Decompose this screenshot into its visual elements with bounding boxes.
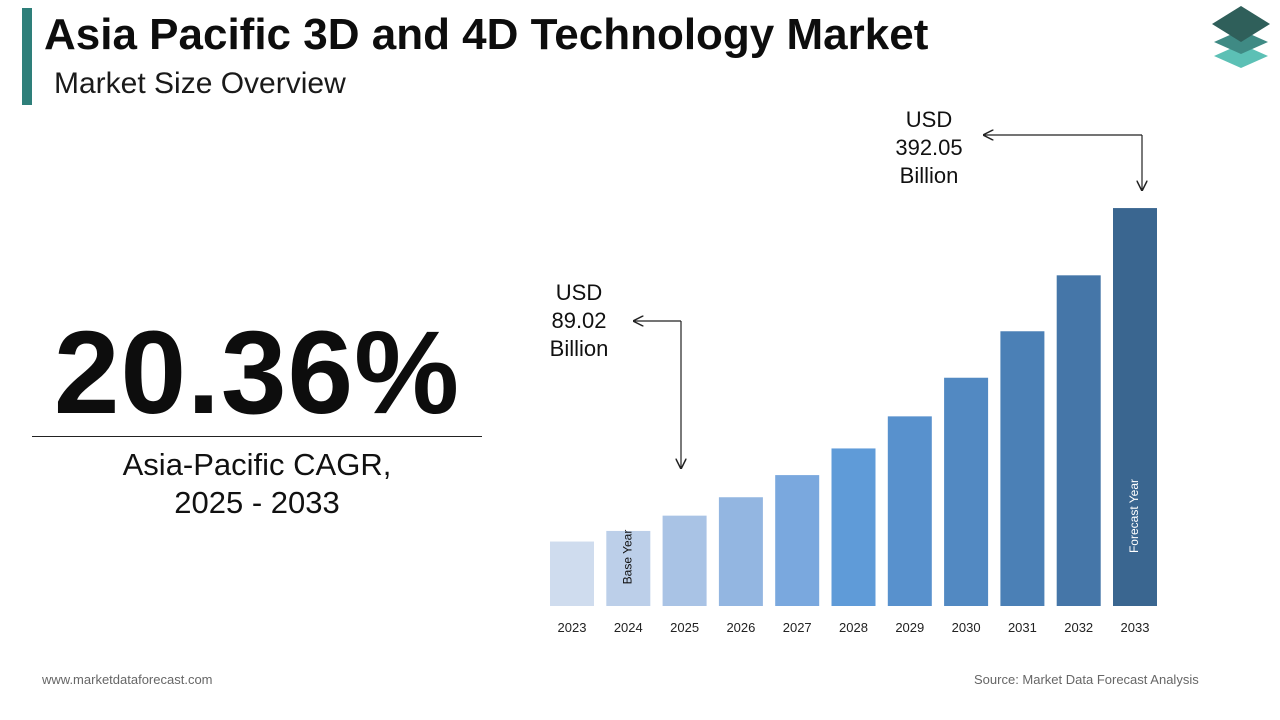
bar-note-2033: Forecast Year <box>1127 479 1141 553</box>
x-tick-2026: 2026 <box>726 620 755 635</box>
bar-2030 <box>944 377 989 606</box>
bar-note-2024: Base Year <box>620 530 634 585</box>
callout-2025: USD 89.02 Billion <box>550 280 609 361</box>
callouts: USD 89.02 Billion USD 392.05 Billion <box>550 107 1142 468</box>
x-tick-2024: 2024 <box>614 620 643 635</box>
callout-2025-line-3: Billion <box>550 336 609 361</box>
page-subtitle: Market Size Overview <box>54 67 346 100</box>
x-tick-2030: 2030 <box>952 620 981 635</box>
callout-2033: USD 392.05 Billion <box>895 107 962 188</box>
cagr-label-line2: 2025 - 2033 <box>174 485 340 520</box>
x-axis-ticks: 2023 2024 2025 2026 2027 2028 2029 2030 2031 2032… <box>558 620 1150 635</box>
footer-website: www.marketdataforecast.com <box>42 672 213 687</box>
x-tick-2027: 2027 <box>783 620 812 635</box>
x-tick-2033: 2033 <box>1121 620 1150 635</box>
bar-2028 <box>831 448 876 606</box>
footer-source: Source: Market Data Forecast Analysis <box>974 672 1199 687</box>
bar-2025 <box>662 515 707 606</box>
cagr-value: 20.36% <box>53 307 461 439</box>
bars-layer <box>550 208 1157 606</box>
cagr-divider <box>32 436 482 437</box>
x-tick-2032: 2032 <box>1064 620 1093 635</box>
stacked-layers-logo-icon <box>1212 6 1270 68</box>
x-tick-2023: 2023 <box>558 620 587 635</box>
callout-2033-line-1: USD <box>906 107 952 132</box>
x-tick-2025: 2025 <box>670 620 699 635</box>
x-tick-2031: 2031 <box>1008 620 1037 635</box>
bar-2026 <box>718 497 763 606</box>
x-tick-2028: 2028 <box>839 620 868 635</box>
logo-layer-top <box>1212 6 1270 42</box>
bar-2031 <box>1000 331 1045 606</box>
callout-2033-line-3: Billion <box>900 163 959 188</box>
bar-2032 <box>1056 275 1101 606</box>
callout-2025-line-2: 89.02 <box>551 308 606 333</box>
callout-2025-line-1: USD <box>556 280 602 305</box>
cagr-label-line1: Asia-Pacific CAGR, <box>122 447 392 482</box>
bar-2033 <box>1113 208 1157 606</box>
bar-2029 <box>887 416 932 606</box>
page-title: Asia Pacific 3D and 4D Technology Market <box>44 10 929 59</box>
title-accent-bar <box>22 8 32 105</box>
logo-layer-bottom <box>1214 44 1268 68</box>
callout-2033-line-2: 392.05 <box>895 135 962 160</box>
x-tick-2029: 2029 <box>895 620 924 635</box>
bar-2023 <box>550 541 594 606</box>
cagr-label: Asia-Pacific CAGR, 2025 - 2033 <box>32 446 482 522</box>
bar-2024 <box>606 530 651 606</box>
bar-notes: Base Year Forecast Year <box>620 479 1141 584</box>
bar-2027 <box>775 475 820 606</box>
